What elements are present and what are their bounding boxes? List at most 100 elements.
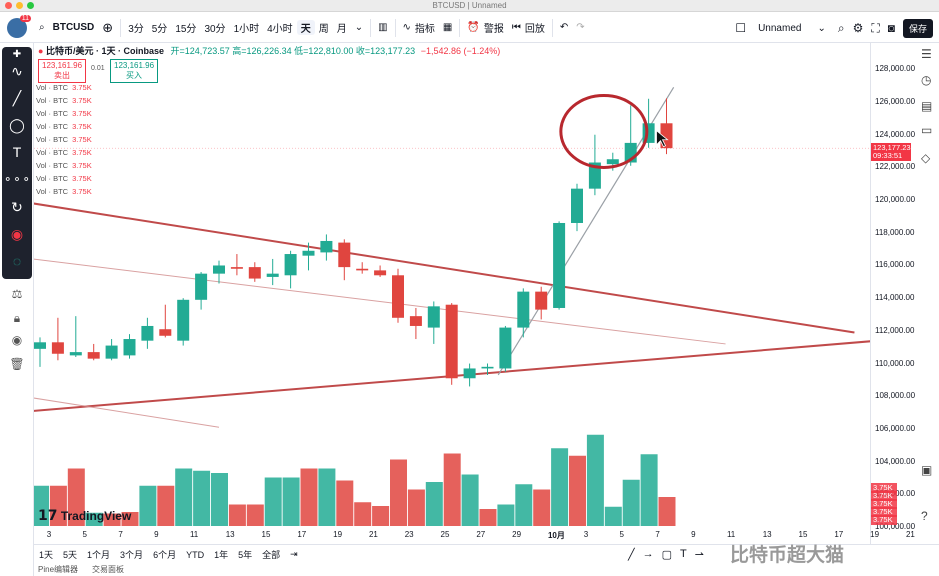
price-tick: 112,000.00: [875, 325, 915, 335]
range-1m[interactable]: 1个月: [87, 550, 111, 560]
volume-bar: [533, 489, 551, 527]
price-axis[interactable]: 128,000.00 126,000.00 124,000.00 122,000.00…: [870, 43, 939, 544]
trash-icon[interactable]: 🗑︎: [9, 357, 25, 371]
camera-icon[interactable]: ◙: [887, 21, 895, 35]
lock-icon[interactable]: 🔒︎: [13, 311, 21, 325]
price-tick: 128,000.00: [875, 64, 916, 74]
candle-style-icon[interactable]: ▥: [378, 22, 388, 33]
trading-panel-tab[interactable]: 交易面板: [92, 565, 125, 574]
range-1y[interactable]: 1年: [214, 550, 229, 560]
indicators-icon[interactable]: ∿: [402, 22, 411, 33]
candle-body: [320, 240, 333, 253]
user-avatar[interactable]: [7, 14, 32, 38]
chevron-down-icon[interactable]: ⌄: [354, 22, 364, 33]
eye-icon[interactable]: ◉: [11, 333, 23, 347]
calendar-icon[interactable]: ▣: [921, 463, 933, 477]
pine-editor-tab[interactable]: Pine编辑器: [38, 565, 79, 574]
magnet-icon[interactable]: ◌: [12, 253, 22, 269]
layout-name[interactable]: Unnamed: [758, 22, 802, 34]
chart-pane[interactable]: ● 比特币/美元 · 1天 · Coinbase 开=124,723.57 高=…: [34, 43, 870, 544]
candle-body: [105, 345, 118, 359]
volume-bar: [390, 459, 407, 527]
time-tick: 9: [154, 530, 159, 539]
watchlist-icon[interactable]: ☰: [921, 47, 932, 61]
interval-4h[interactable]: 4小时: [267, 24, 293, 35]
replay-button[interactable]: 回放: [524, 24, 545, 35]
rectangle-tool-icon[interactable]: ▢: [661, 549, 673, 561]
cursor-icon[interactable]: ✚: [12, 49, 22, 60]
volume-badge: 3.75K: [871, 515, 897, 525]
sell-button[interactable]: 123,161.96 卖出: [38, 59, 87, 83]
text-tool-icon[interactable]: T: [680, 548, 687, 560]
line-tool-icon[interactable]: ╱: [628, 549, 635, 561]
candle-body: [392, 275, 404, 318]
range-5y[interactable]: 5年: [238, 550, 253, 560]
help-icon[interactable]: ?: [921, 509, 928, 523]
mouse-cursor-icon: [656, 129, 669, 148]
add-symbol-icon[interactable]: ⊕: [102, 19, 114, 35]
close-window-icon[interactable]: [5, 2, 12, 9]
arrow-tool-icon[interactable]: ⇀: [694, 549, 704, 561]
quick-search-icon[interactable]: ⌕: [837, 20, 845, 35]
redo-icon[interactable]: ↷: [576, 22, 585, 33]
ray-tool-icon[interactable]: →: [642, 548, 654, 560]
range-ytd[interactable]: YTD: [186, 549, 205, 560]
fullscreen-icon[interactable]: ⛶: [871, 20, 880, 35]
symbol-search[interactable]: BTCUSD: [52, 22, 95, 33]
settings-gear-icon[interactable]: ⚙: [852, 21, 864, 35]
price-chart[interactable]: [34, 43, 870, 544]
alerts-clock-icon[interactable]: ◷: [921, 73, 932, 87]
ideas-icon[interactable]: ◇: [921, 151, 931, 165]
rotate-icon[interactable]: ↻: [11, 199, 23, 215]
volume-bar: [461, 474, 479, 527]
drawing-tools-panel: [2, 47, 32, 279]
alert-button[interactable]: 警报: [483, 24, 504, 35]
range-5d[interactable]: 5天: [63, 550, 78, 560]
interval-15m[interactable]: 15分: [175, 24, 197, 35]
volume-row-label: Vol · BTC: [36, 174, 69, 183]
datawindow-icon[interactable]: ▤: [921, 99, 933, 113]
volume-row-value: 3.75K: [72, 148, 92, 157]
interval-1w[interactable]: 周: [318, 24, 329, 35]
circle-icon[interactable]: ◯: [9, 117, 25, 133]
interval-30m[interactable]: 30分: [204, 24, 226, 35]
templates-icon[interactable]: ▦: [442, 22, 453, 33]
search-icon[interactable]: ⌕: [39, 22, 45, 33]
pattern-icon[interactable]: ⚬⚬⚬: [3, 174, 31, 186]
record-icon[interactable]: ◉: [10, 226, 24, 242]
range-6m[interactable]: 6个月: [153, 550, 177, 560]
volume-bar: [211, 473, 228, 527]
volume-bar: [658, 497, 676, 527]
goto-date-icon[interactable]: ⇥: [290, 549, 298, 559]
chat-icon[interactable]: ▭: [921, 123, 933, 137]
layout-checkbox-icon[interactable]: ☐: [735, 21, 747, 35]
interval-1h[interactable]: 1小时: [233, 24, 260, 35]
volume-bar: [551, 448, 569, 527]
text-icon[interactable]: T: [12, 144, 22, 160]
brush-icon[interactable]: ∿: [11, 63, 23, 79]
range-3m[interactable]: 3个月: [120, 550, 144, 560]
zoom-window-icon[interactable]: [27, 2, 34, 9]
volume-bar: [157, 485, 175, 527]
bar-countdown: 09:33:51: [873, 151, 903, 161]
undo-icon[interactable]: ↶: [559, 22, 569, 33]
interval-5m[interactable]: 5分: [151, 24, 168, 35]
buy-button[interactable]: 123,161.96 买入: [110, 59, 159, 83]
time-axis[interactable]: 3 5 7 9 11 13 15 17 19 21 23 25 27 29 10月 3 5 7 9 11 13 15 17 1…: [34, 526, 915, 544]
window-title: BTCUSD | Unnamed: [432, 1, 507, 10]
candle-body: [34, 342, 46, 349]
sell-price: 123,161.96: [42, 61, 83, 70]
minimize-window-icon[interactable]: [16, 2, 23, 9]
interval-3m[interactable]: 3分: [128, 24, 144, 35]
save-button[interactable]: 保存: [902, 18, 933, 38]
indicators-button[interactable]: 指标: [414, 24, 435, 35]
interval-1mo[interactable]: 月: [336, 24, 347, 35]
interval-1d[interactable]: 天: [296, 20, 315, 35]
trendline-icon[interactable]: ╱: [12, 90, 22, 106]
range-1d[interactable]: 1天: [39, 550, 54, 560]
range-all[interactable]: 全部: [262, 550, 281, 560]
layout-chevron-icon[interactable]: ⌄: [817, 22, 826, 34]
replay-icon[interactable]: ⏮: [511, 22, 521, 33]
measure-icon[interactable]: ⚖: [11, 287, 23, 301]
alert-icon[interactable]: ⏰: [467, 22, 480, 33]
